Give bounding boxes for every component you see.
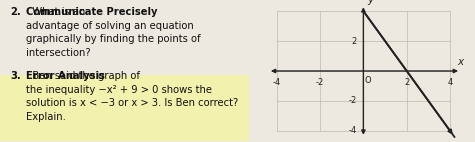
Text: -2: -2 [349,96,357,106]
Text: -4: -4 [273,78,281,87]
FancyBboxPatch shape [0,75,249,141]
Text: 2: 2 [404,78,409,87]
Text: y: y [367,0,373,5]
Text: 2: 2 [352,36,357,46]
Text: Communicate Precisely: Communicate Precisely [26,7,157,17]
Text: What is an
advantage of solving an equation
graphically by finding the points of: What is an advantage of solving an equat… [26,7,200,58]
Text: Ben said the graph of
the inequality −x² + 9 > 0 shows the
solution is x < −3 or: Ben said the graph of the inequality −x²… [26,71,238,122]
Text: Error Analysis: Error Analysis [26,71,104,81]
Text: 3.: 3. [10,71,21,81]
Text: 2.: 2. [10,7,21,17]
Text: -2: -2 [316,78,324,87]
Text: 4: 4 [447,78,453,87]
Text: -4: -4 [349,126,357,135]
Text: O: O [364,76,371,85]
Text: x: x [457,57,463,67]
